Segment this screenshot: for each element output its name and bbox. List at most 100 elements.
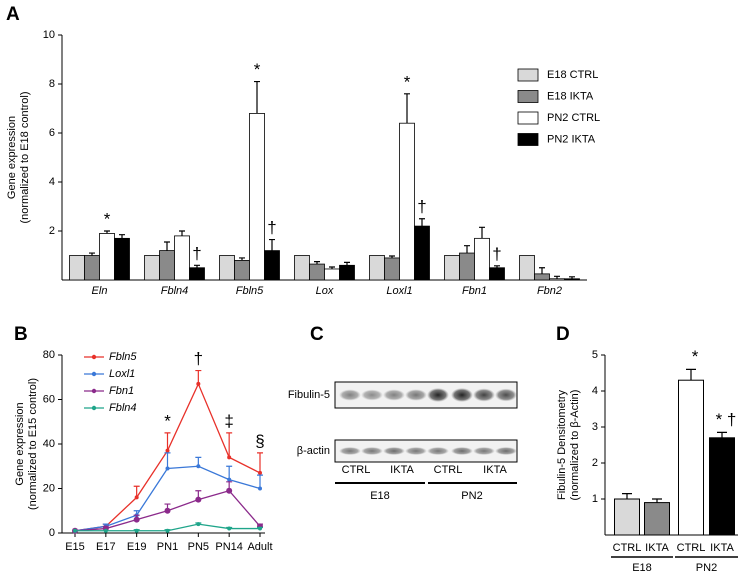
- y-tick-label: 60: [43, 393, 55, 405]
- error-bar: [239, 257, 245, 261]
- legend-swatch: [517, 111, 539, 125]
- bar: [489, 267, 505, 281]
- x-tick-label: PN5: [188, 541, 209, 553]
- point: [227, 477, 232, 482]
- significance-mark: †: [417, 197, 426, 216]
- legend-marker: [91, 371, 97, 377]
- group-label: E18: [632, 562, 652, 574]
- error-bar: [89, 252, 95, 256]
- legend-marker: [91, 354, 97, 360]
- y-tick-label: 0: [49, 527, 55, 539]
- bar: [174, 235, 190, 281]
- x-tick-label: Fbln4: [161, 285, 189, 297]
- error-bar: [404, 93, 410, 124]
- significance-mark: †: [192, 244, 201, 263]
- lane-label: CTRL: [434, 464, 463, 476]
- error-bar: [464, 245, 470, 254]
- bar: [709, 437, 735, 536]
- legend-label: E18 CTRL: [547, 69, 598, 81]
- point: [196, 464, 201, 469]
- error-bar: [257, 474, 263, 489]
- legend-swatch: [517, 68, 539, 82]
- point: [164, 507, 171, 514]
- y-tick-label: 10: [43, 29, 55, 41]
- significance-mark: †: [267, 218, 276, 237]
- point: [258, 526, 262, 531]
- error-bar: [179, 230, 185, 236]
- bar: [444, 255, 460, 281]
- error-bar: [164, 241, 170, 251]
- blot-band: [361, 389, 383, 401]
- blot-band: [339, 447, 361, 455]
- blot-band: [495, 388, 517, 402]
- bar: [324, 268, 340, 281]
- error-bar: [119, 234, 125, 239]
- y-axis-label: Gene expression: [14, 402, 26, 485]
- bar: [99, 233, 115, 281]
- point: [165, 528, 170, 533]
- legend-label: Fbn1: [109, 385, 134, 397]
- y-tick-label: 3: [592, 421, 598, 433]
- error-bar: [254, 80, 260, 114]
- point: [196, 381, 201, 386]
- bar: [678, 379, 704, 536]
- blot-band: [427, 388, 449, 402]
- significance-mark: *: [104, 209, 111, 228]
- error-bar: [419, 218, 425, 227]
- group-label: PN2: [461, 490, 482, 502]
- y-tick-label: 40: [43, 438, 55, 450]
- blot-band: [473, 388, 495, 402]
- bar: [69, 255, 85, 281]
- legend-marker: [91, 405, 97, 411]
- x-tick-label: E15: [65, 541, 85, 553]
- blot-band: [427, 447, 449, 455]
- error-bar: [195, 369, 202, 384]
- point: [196, 522, 201, 527]
- blot-band: [451, 447, 473, 455]
- error-bar: [269, 238, 275, 251]
- bar: [189, 267, 205, 281]
- significance-mark: §: [255, 431, 264, 450]
- bar: [294, 255, 310, 281]
- y-tick-label: 5: [592, 349, 598, 361]
- x-tick-label: IKTA: [645, 542, 669, 554]
- y-tick-label: 80: [43, 349, 55, 361]
- bar: [459, 252, 475, 281]
- bar: [614, 498, 640, 536]
- group-label: PN2: [696, 562, 717, 574]
- error-bar: [539, 267, 545, 274]
- x-tick-label: PN1: [157, 541, 178, 553]
- legend-label: PN2 IKTA: [547, 133, 596, 145]
- bar: [564, 278, 580, 281]
- bar: [644, 502, 670, 536]
- bar: [474, 237, 490, 281]
- error-bar: [164, 452, 171, 469]
- series-line: [74, 465, 261, 532]
- error-bar: [717, 431, 727, 438]
- legend-swatch: [517, 133, 539, 146]
- y-tick-label: 6: [49, 127, 55, 139]
- point: [134, 495, 139, 500]
- y-tick-label: 2: [592, 457, 598, 469]
- point: [226, 487, 233, 494]
- error-bar: [622, 493, 632, 499]
- error-bar: [257, 452, 263, 473]
- error-bar: [104, 230, 110, 234]
- error-bar: [686, 368, 696, 381]
- legend-swatch: [517, 90, 539, 103]
- x-tick-label: IKTA: [710, 542, 734, 554]
- point: [133, 516, 140, 523]
- point: [165, 448, 170, 453]
- significance-mark: *: [164, 411, 171, 430]
- bar: [309, 263, 325, 281]
- significance-mark: †: [492, 244, 501, 263]
- blot-band: [405, 447, 427, 455]
- bar: [369, 255, 385, 281]
- legend-label: Fbln4: [109, 402, 137, 414]
- point: [73, 528, 77, 533]
- y-tick-label: 4: [49, 176, 55, 188]
- bar: [339, 264, 355, 281]
- legend-label: PN2 CTRL: [547, 112, 600, 124]
- bar: [234, 259, 250, 281]
